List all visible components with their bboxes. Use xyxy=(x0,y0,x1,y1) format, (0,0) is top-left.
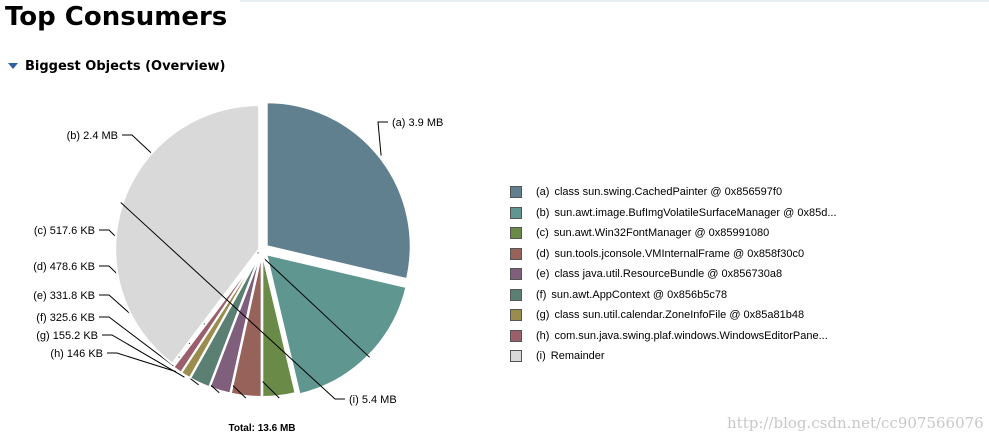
page-title: Top Consumers xyxy=(5,2,228,32)
slice-label: (i) 5.4 MB xyxy=(349,394,397,406)
legend-swatch xyxy=(510,227,522,240)
chart-legend: (a) class sun.swing.CachedPainter @ 0x856… xyxy=(510,182,837,367)
legend-item: (b) sun.awt.image.BufImgVolatileSurfaceMa… xyxy=(510,203,837,224)
legend-item: (d) sun.tools.jconsole.VMInternalFrame @ … xyxy=(510,244,837,265)
section-toggle[interactable]: Biggest Objects (Overview) xyxy=(8,57,225,75)
slice-label: (h) 146 KB xyxy=(50,348,103,360)
slice-label: (a) 3.9 MB xyxy=(392,117,443,129)
legend-item: (g) class sun.util.calendar.ZoneInfoFile … xyxy=(510,305,837,326)
legend-item: (a) class sun.swing.CachedPainter @ 0x856… xyxy=(510,182,837,203)
legend-id: (i) xyxy=(536,350,546,363)
legend-swatch xyxy=(510,309,522,322)
leader-line xyxy=(102,334,185,378)
pie-slice-i[interactable] xyxy=(114,104,261,366)
header-rule xyxy=(240,0,989,2)
legend-text: class sun.util.calendar.ZoneInfoFile @ 0… xyxy=(554,309,805,322)
legend-swatch xyxy=(510,206,522,219)
legend-id: (d) xyxy=(536,247,550,260)
legend-swatch xyxy=(510,329,522,342)
pie-slice-h[interactable] xyxy=(171,251,262,375)
legend-text: sun.awt.Win32FontManager @ 0x85991080 xyxy=(553,227,770,240)
legend-text: class sun.swing.CachedPainter @ 0x856597… xyxy=(554,186,783,199)
legend-id: (h) xyxy=(536,329,550,342)
slice-label: (c) 517.6 KB xyxy=(34,225,95,237)
legend-swatch xyxy=(510,350,522,363)
slice-label: (d) 478.6 KB xyxy=(33,261,95,273)
legend-text: class java.util.ResourceBundle @ 0x85673… xyxy=(554,268,783,281)
legend-item: (h) com.sun.java.swing.plaf.windows.Windo… xyxy=(510,326,837,347)
legend-swatch xyxy=(510,186,522,199)
chart-total: Total: 13.6 MB xyxy=(228,423,295,434)
legend-swatch xyxy=(510,268,522,281)
legend-id: (e) xyxy=(536,268,550,281)
legend-item: (f) sun.awt.AppContext @ 0x856b5c78 xyxy=(510,285,837,306)
legend-id: (f) xyxy=(536,288,547,301)
leader-line xyxy=(120,202,345,400)
legend-text: com.sun.java.swing.plaf.windows.WindowsE… xyxy=(554,329,828,342)
legend-text: sun.tools.jconsole.VMInternalFrame @ 0x8… xyxy=(554,247,805,260)
section-title: Biggest Objects (Overview) xyxy=(25,58,226,74)
legend-id: (a) xyxy=(536,186,550,199)
legend-text: Remainder xyxy=(550,350,605,363)
slice-label: (f) 325.6 KB xyxy=(36,312,95,324)
slice-label: (e) 331.8 KB xyxy=(33,290,95,302)
slice-label: (g) 155.2 KB xyxy=(36,330,98,342)
legend-id: (g) xyxy=(536,309,550,322)
pie-slice-a[interactable] xyxy=(265,101,412,281)
legend-item: (i) Remainder xyxy=(510,346,837,367)
legend-id: (c) xyxy=(536,227,549,240)
legend-item: (c) sun.awt.Win32FontManager @ 0x85991080 xyxy=(510,223,837,244)
legend-id: (b) xyxy=(536,206,550,219)
slice-label: (b) 2.4 MB xyxy=(67,130,118,142)
legend-item: (e) class java.util.ResourceBundle @ 0x85… xyxy=(510,264,837,285)
leader-line xyxy=(107,352,177,373)
legend-swatch xyxy=(510,247,522,260)
leader-line xyxy=(122,134,370,358)
legend-swatch xyxy=(510,288,522,301)
legend-text: sun.awt.image.BufImgVolatileSurfaceManag… xyxy=(554,206,837,219)
legend-text: sun.awt.AppContext @ 0x856b5c78 xyxy=(551,288,728,301)
collapse-triangle-icon[interactable] xyxy=(8,63,18,69)
leader-line xyxy=(377,121,388,156)
watermark: http://blog.csdn.net/cc907566076 xyxy=(727,414,984,432)
